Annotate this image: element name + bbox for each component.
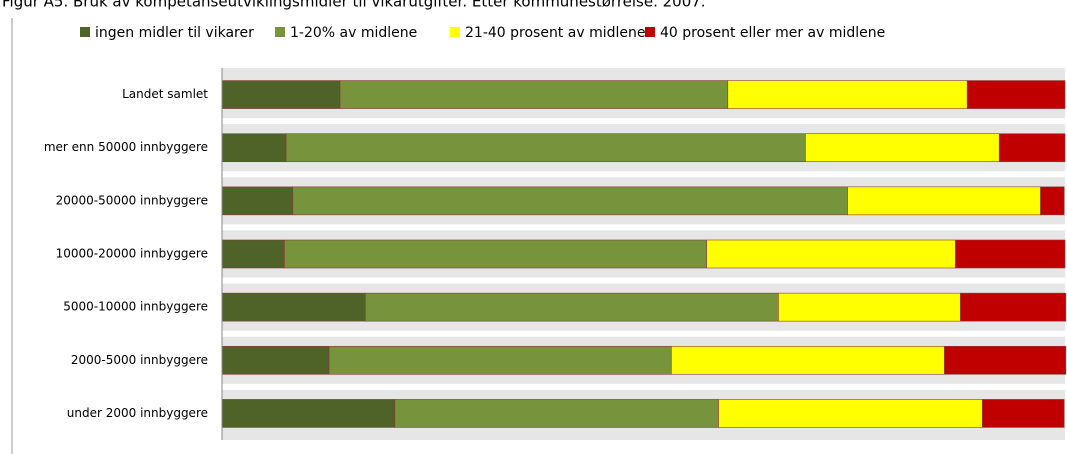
chart-title: Figur A5. Bruk av kompetanseutviklingsmi… xyxy=(2,0,706,11)
bar-segment xyxy=(285,133,806,163)
bar-segment xyxy=(221,80,341,109)
bar-segment xyxy=(1040,186,1065,216)
bar-segment xyxy=(221,345,330,375)
y-tick-label: under 2000 innbyggere xyxy=(67,406,208,420)
y-tick-label: 5000-10000 innbyggere xyxy=(63,300,208,314)
bar-segment xyxy=(365,292,779,322)
bar-segment xyxy=(292,186,848,216)
y-tick-label: mer enn 50000 innbyggere xyxy=(44,140,208,154)
bar-segment xyxy=(221,239,285,269)
legend-label: ingen midler til vikarer xyxy=(95,25,254,41)
bar-segment xyxy=(982,399,1065,428)
bar-segment xyxy=(955,239,1066,269)
bar-segment xyxy=(847,186,1041,216)
y-tick-label: 10000-20000 innbyggere xyxy=(56,247,208,261)
y-tick-label: 20000-50000 innbyggere xyxy=(56,193,208,207)
legend-label: 1-20% av midlene xyxy=(290,25,417,41)
bar-segment xyxy=(706,239,956,269)
bar-segment xyxy=(221,133,287,163)
bar-segment xyxy=(328,345,672,375)
bar-segment xyxy=(805,133,1000,163)
bar-segment xyxy=(221,399,396,428)
legend-swatch xyxy=(645,27,655,37)
bar-segment xyxy=(221,186,294,216)
legend-swatch xyxy=(275,27,285,37)
bar-segment xyxy=(284,239,708,269)
bar-segment xyxy=(221,292,366,322)
bar-segment xyxy=(718,399,983,428)
bar-segment xyxy=(960,292,1067,322)
y-tick-label: Landet samlet xyxy=(122,87,208,101)
legend-label: 40 prosent eller mer av midlene xyxy=(660,25,885,41)
bar-segment xyxy=(339,80,729,109)
bar-segment xyxy=(394,399,719,428)
bar-segment xyxy=(944,345,1067,375)
y-tick-label: 2000-5000 innbyggere xyxy=(71,353,208,367)
bar-segment xyxy=(727,80,968,109)
bar-segment xyxy=(998,133,1066,163)
bar-segment xyxy=(778,292,961,322)
legend-label: 21-40 prosent av midlene xyxy=(465,25,645,41)
legend-swatch xyxy=(80,27,90,37)
bar-segment xyxy=(966,80,1066,109)
bar-segment xyxy=(671,345,945,375)
legend-swatch xyxy=(450,27,460,37)
